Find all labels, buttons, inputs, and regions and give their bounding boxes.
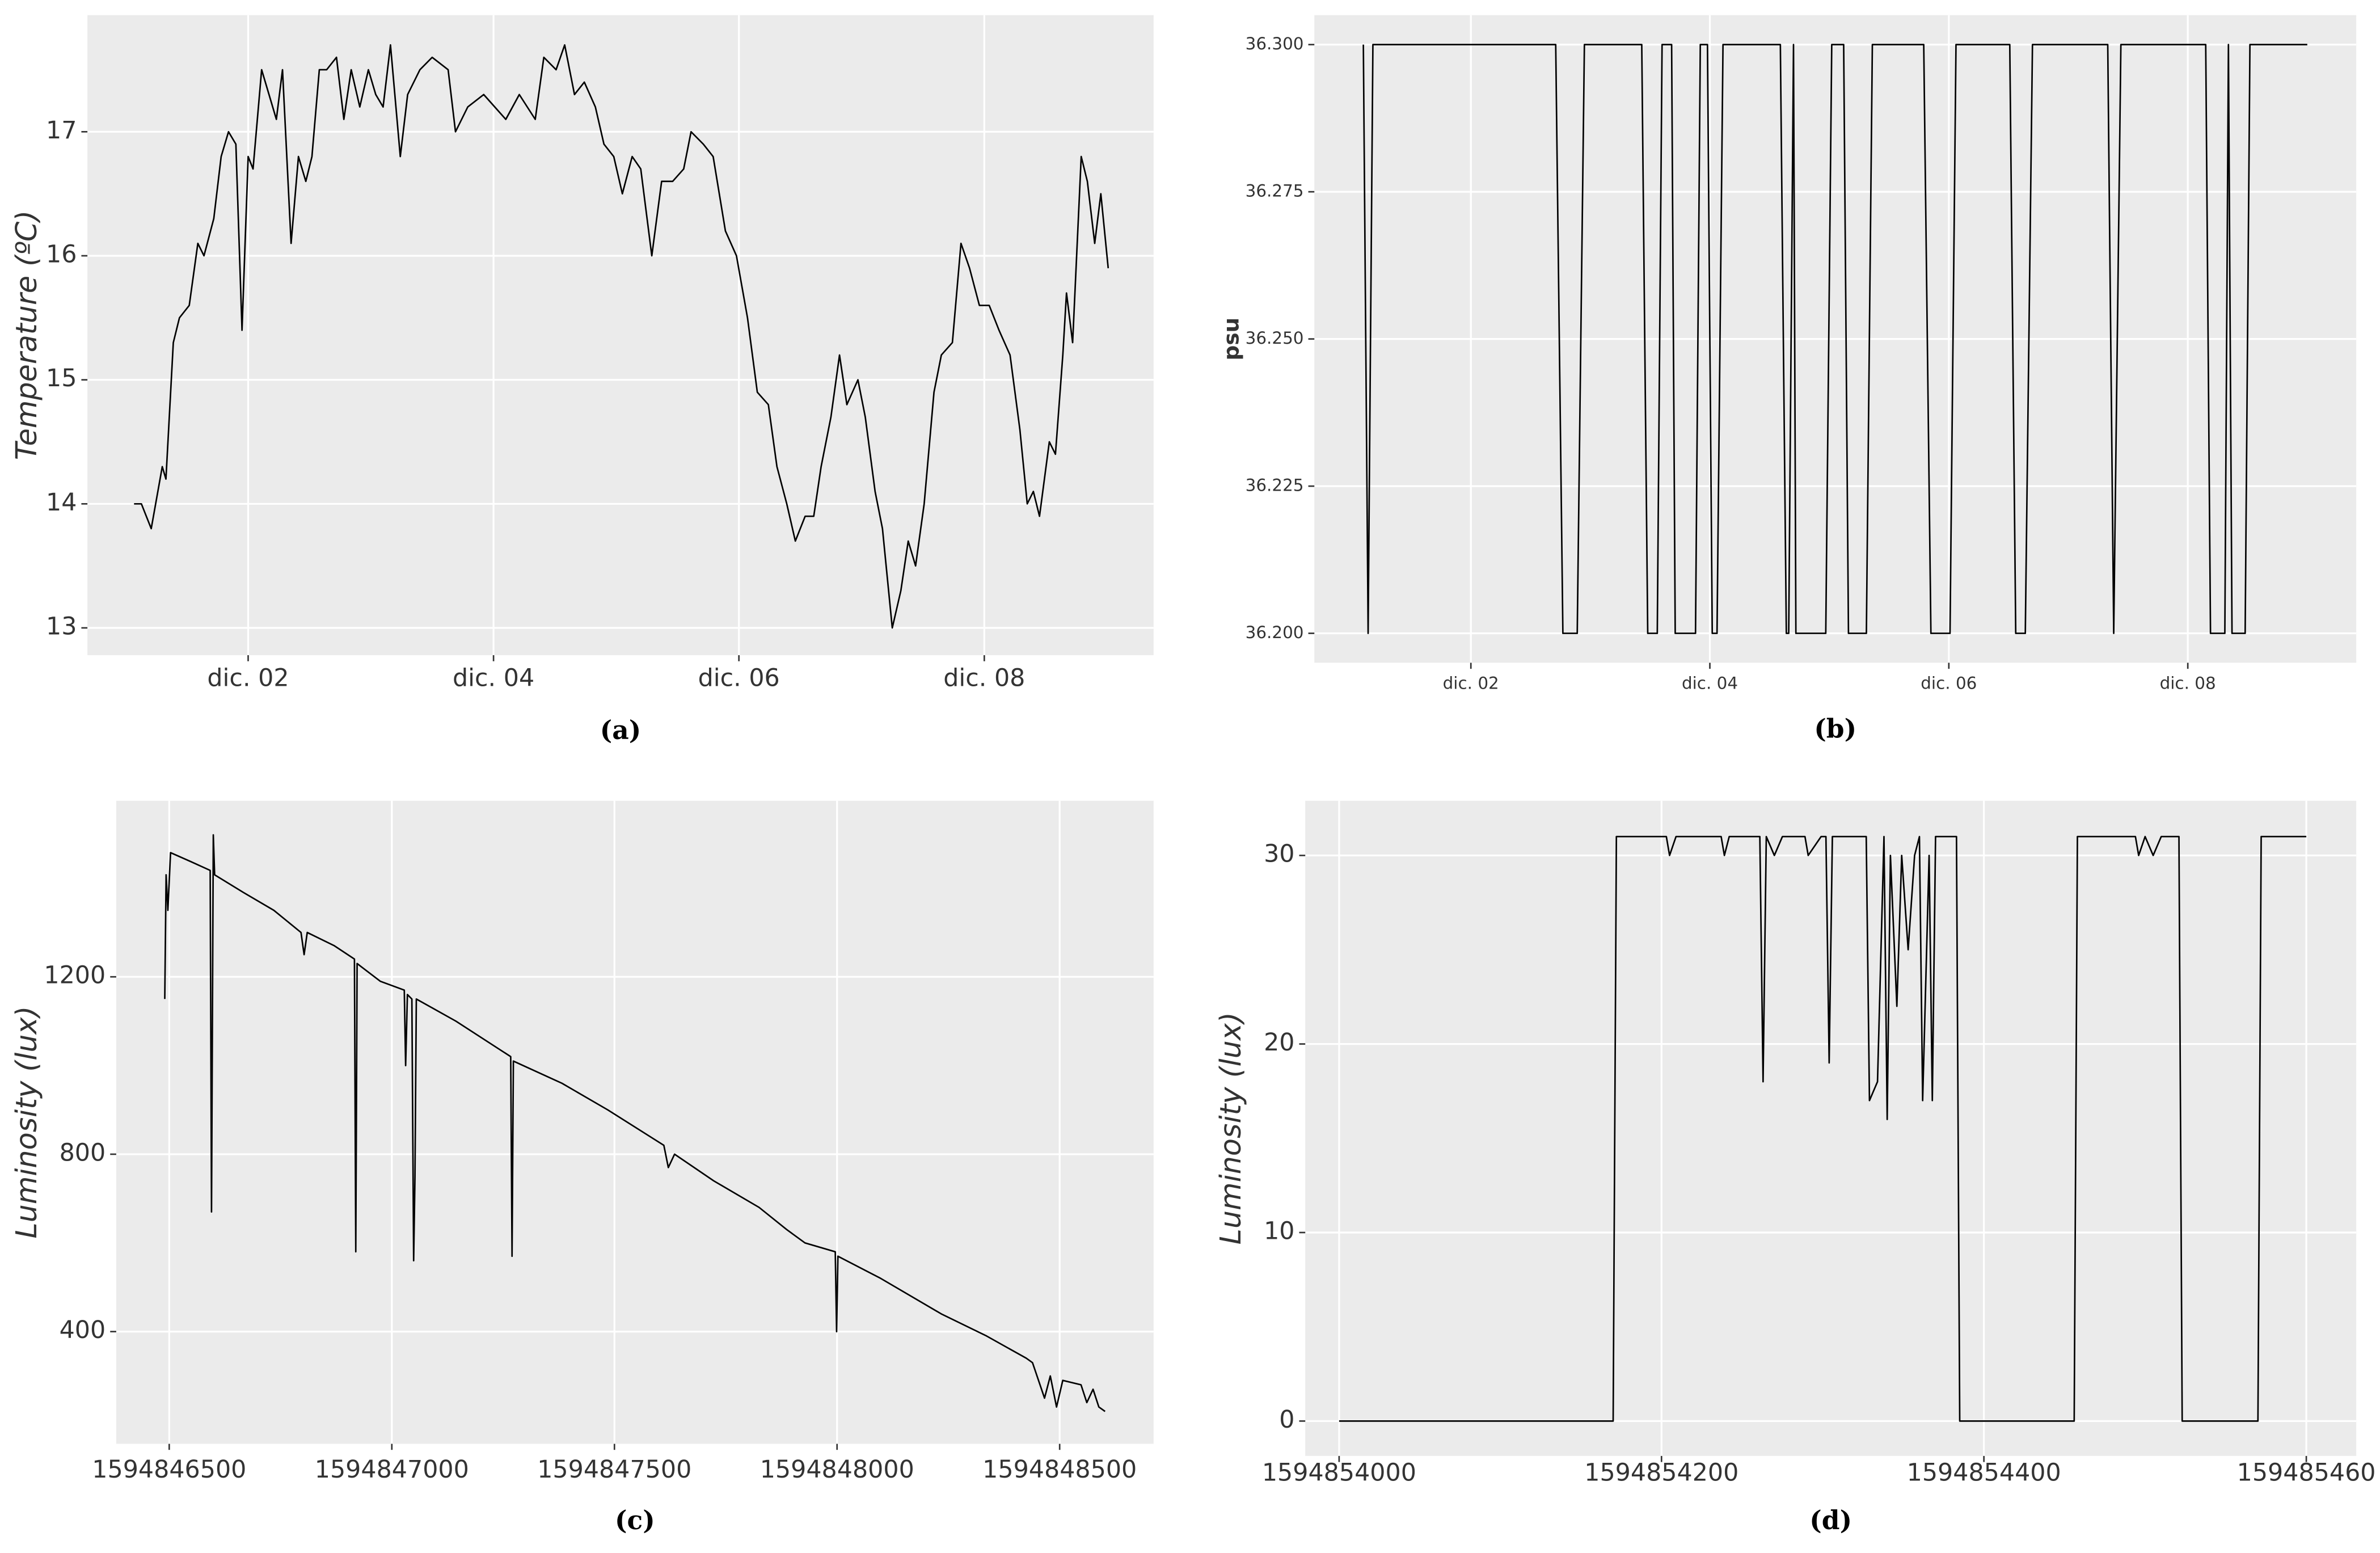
x-tick-label: dic. 02: [207, 664, 289, 692]
y-tick-label: 36.225: [1246, 476, 1304, 495]
y-tick-label: 20: [1264, 1028, 1294, 1057]
y-tick-label: 400: [60, 1316, 106, 1344]
data-line: [164, 834, 1106, 1412]
y-tick-label: 800: [60, 1138, 106, 1167]
y-tick-label: 17: [46, 116, 77, 145]
x-tick-label: 1594848500: [982, 1455, 1137, 1484]
x-tick-label: dic. 06: [1921, 673, 1977, 693]
data-line: [1339, 835, 2307, 1422]
x-tick-label: 1594854400: [1907, 1458, 2061, 1487]
panel-background: [116, 800, 1154, 1444]
y-tick-label: 36.275: [1246, 182, 1304, 201]
y-tick-label: 14: [46, 488, 77, 517]
x-tick-label: 159485460: [2237, 1458, 2376, 1487]
x-tick-label: dic. 08: [2160, 673, 2216, 693]
y-tick-label: 36.300: [1246, 34, 1304, 53]
y-axis-label: psu: [1218, 318, 1243, 361]
y-tick-label: 10: [1264, 1217, 1294, 1245]
y-tick-label: 16: [46, 240, 77, 268]
y-tick-label: 15: [46, 364, 77, 393]
y-axis-label: Temperature (ºC): [10, 210, 43, 460]
x-tick-label: 1594854000: [1262, 1458, 1416, 1487]
x-tick-label: dic. 06: [698, 664, 780, 692]
y-tick-label: 0: [1279, 1406, 1294, 1434]
data-line: [134, 44, 1109, 629]
x-tick-label: 1594847000: [315, 1455, 469, 1484]
y-tick-label: 36.250: [1246, 328, 1304, 348]
x-tick-label: dic. 04: [453, 664, 534, 692]
caption: (d): [1809, 1505, 1852, 1535]
x-tick-label: 1594854200: [1584, 1458, 1738, 1487]
caption: (c): [615, 1505, 655, 1535]
y-tick-label: 1200: [44, 961, 106, 990]
caption: (a): [600, 715, 641, 745]
y-axis-label: Luminosity (lux): [1214, 1012, 1247, 1244]
x-tick-label: dic. 04: [1682, 673, 1738, 693]
panel-background: [87, 15, 1154, 656]
x-tick-label: dic. 08: [943, 664, 1025, 692]
y-tick-label: 36.200: [1246, 623, 1304, 642]
data-line: [1362, 44, 2307, 634]
caption: (b): [1814, 713, 1856, 744]
y-tick-label: 13: [46, 612, 77, 640]
x-tick-label: 1594846500: [92, 1455, 246, 1484]
x-tick-label: dic. 02: [1443, 673, 1499, 693]
y-tick-label: 30: [1264, 840, 1294, 868]
y-axis-label: Luminosity (lux): [10, 1006, 43, 1239]
x-tick-label: 1594847500: [537, 1455, 691, 1484]
x-tick-label: 1594848000: [760, 1455, 914, 1484]
